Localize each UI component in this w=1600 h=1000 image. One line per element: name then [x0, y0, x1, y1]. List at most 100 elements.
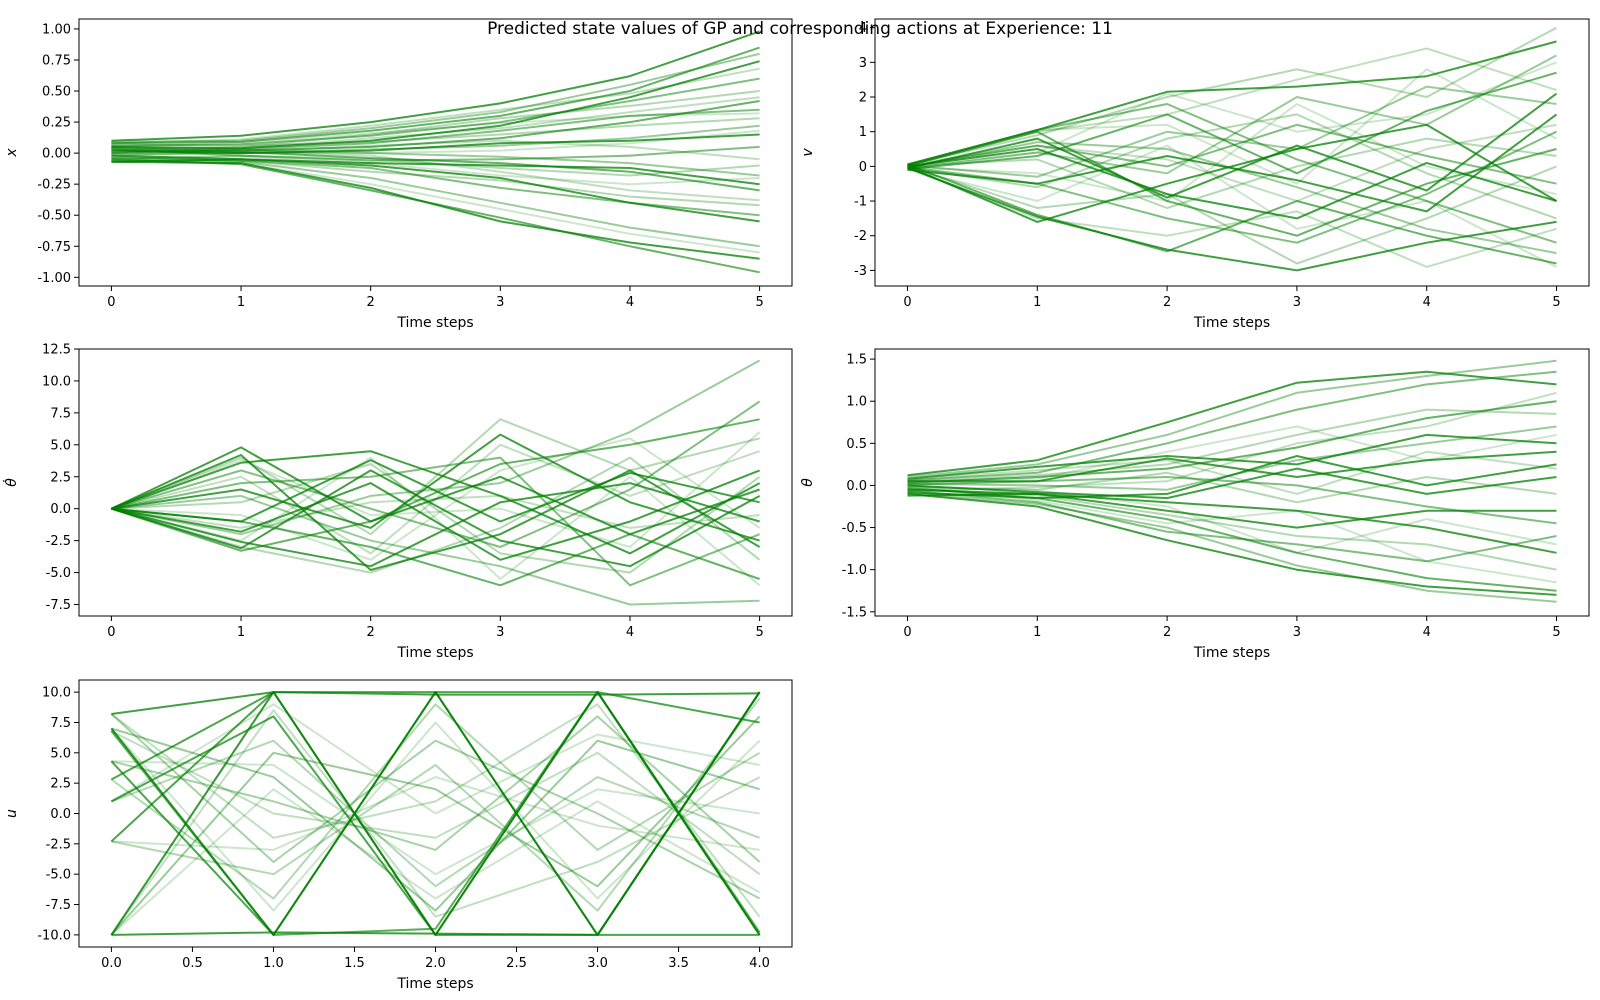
- series-line: [111, 431, 761, 548]
- series-line: [907, 113, 1557, 220]
- series-line: [907, 68, 1557, 185]
- x-axis-label: Time steps: [1193, 645, 1270, 661]
- series-line: [111, 155, 760, 186]
- y-tick-label: 0.0: [50, 502, 71, 517]
- series-line: [907, 103, 1557, 202]
- series-line: [111, 482, 760, 568]
- series-line: [111, 469, 760, 561]
- y-tick-label: 2: [859, 91, 867, 106]
- x-tick-label: 4: [626, 625, 634, 640]
- y-tick-label: -7.5: [46, 598, 71, 613]
- series-line: [111, 147, 760, 202]
- series-line: [907, 425, 1557, 491]
- x-tick-label: 0.0: [101, 956, 122, 971]
- y-tick-label: 7.5: [50, 406, 71, 421]
- series-line: [111, 157, 760, 217]
- series-line: [111, 443, 760, 555]
- series-line: [111, 46, 760, 145]
- series-line: [907, 485, 1557, 554]
- series-line: [907, 144, 1557, 268]
- y-tick-label: -7.5: [46, 898, 71, 913]
- y-tick-label: -1.5: [842, 605, 867, 620]
- x-tick-label: 2: [1163, 625, 1171, 640]
- series-line: [110, 713, 761, 900]
- series-line: [111, 418, 760, 552]
- y-tick-label: 10.0: [42, 374, 71, 389]
- x-tick-label: 4: [626, 295, 634, 310]
- y-tick-label: -0.5: [842, 521, 867, 536]
- x-tick-label: 3: [496, 295, 504, 310]
- series-line: [907, 408, 1557, 484]
- series-line: [110, 703, 761, 918]
- series-line: [111, 133, 760, 155]
- series-line: [111, 494, 760, 529]
- series-line: [110, 703, 761, 900]
- series-line: [907, 123, 1557, 185]
- x-tick-label: 4.0: [749, 956, 770, 971]
- y-tick-label: 0.0: [50, 807, 71, 822]
- series-line: [111, 760, 760, 876]
- series-line: [111, 456, 761, 574]
- series-line: [111, 507, 760, 587]
- y-tick-label: 0.75: [42, 53, 71, 68]
- series-line: [111, 77, 760, 147]
- series-line: [111, 129, 760, 155]
- series-line: [111, 155, 760, 207]
- x-tick-label: 1: [237, 625, 245, 640]
- panel-theta: 0 1 2 3 4 5 -1.5 -1.0 -0.5 0.0 0.5 1.0 1.5 Time steps…: [800, 348, 1590, 661]
- series-group: [907, 26, 1558, 272]
- x-tick-label: 5: [755, 625, 763, 640]
- y-tick-label: 0.50: [42, 85, 71, 100]
- y-axis-label: x: [4, 148, 20, 158]
- series-line: [110, 715, 761, 936]
- series-line: [907, 450, 1557, 495]
- series-line: [907, 487, 1557, 571]
- series-line: [111, 90, 760, 152]
- x-axis-label: Time steps: [396, 645, 473, 661]
- series-line: [111, 108, 760, 153]
- panel-theta-dot: 0 1 2 3 4 5 -7.5 -5.0 -2.5 0.0 2.5 5.0 7.5 10.0 12.5 Ti…: [2, 343, 793, 661]
- series-line: [111, 124, 760, 156]
- y-axis-label: θ̇: [2, 478, 20, 487]
- x-tick-label: 3: [1293, 295, 1301, 310]
- y-tick-label: -5.0: [46, 566, 71, 581]
- panel-u: 0.0 0.5 1.0 1.5 2.0 2.5 3.0 3.5 4.0 -10.0 -7.5 -5.0…: [4, 679, 793, 992]
- series-line: [907, 489, 1557, 563]
- series-line: [907, 400, 1557, 484]
- series-line: [907, 492, 1557, 603]
- x-tick-label: 2.5: [506, 956, 527, 971]
- series-line: [111, 456, 760, 587]
- y-tick-label: 2.5: [50, 470, 71, 485]
- x-axis-label: Time steps: [1193, 315, 1270, 331]
- series-line: [111, 776, 760, 851]
- series-line: [111, 117, 760, 147]
- series-line: [907, 54, 1557, 175]
- series-line: [111, 697, 761, 912]
- series-line: [907, 148, 1557, 220]
- series-line: [907, 123, 1558, 223]
- series-line: [111, 418, 760, 536]
- figure-title: Predicted state values of GP and corresp…: [487, 19, 1113, 39]
- y-tick-label: 7.5: [50, 716, 71, 731]
- panel-x: 0 1 2 3 4 5 -1.00 -0.75 -0.50 -0.25 0.00 0.25 0.50 0.…: [4, 18, 793, 331]
- series-line: [110, 721, 761, 912]
- series-line: [907, 163, 1557, 265]
- series-line: [111, 400, 761, 548]
- x-tick-label: 3.0: [587, 956, 608, 971]
- series-group: [111, 30, 760, 274]
- series-line: [111, 727, 760, 912]
- x-axis-label: Time steps: [396, 315, 473, 331]
- y-tick-label: 0.0: [846, 479, 867, 494]
- axes-frame: [78, 18, 793, 287]
- series-line: [111, 715, 761, 863]
- series-line: [907, 130, 1557, 244]
- series-line: [907, 123, 1557, 202]
- series-line: [110, 703, 760, 815]
- series-line: [907, 165, 1557, 265]
- series-line: [907, 137, 1557, 209]
- series-line: [110, 709, 761, 936]
- x-tick-label: 1: [237, 295, 245, 310]
- series-line: [111, 691, 760, 715]
- series-line: [907, 487, 1557, 592]
- y-tick-label: 2.5: [50, 777, 71, 792]
